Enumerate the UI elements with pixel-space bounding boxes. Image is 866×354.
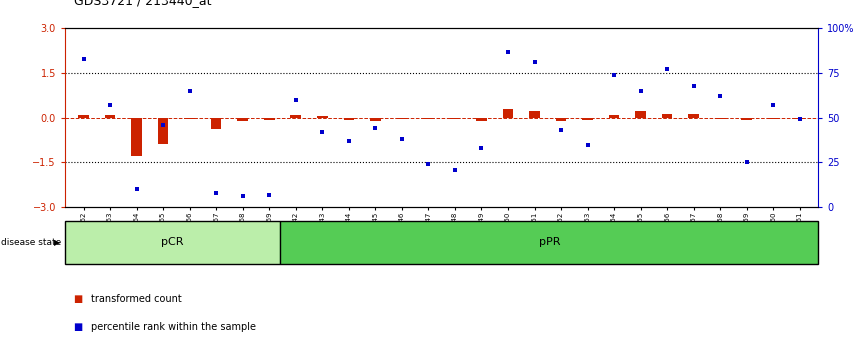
Point — [660, 67, 674, 72]
Point — [183, 88, 197, 94]
Bar — [449, 118, 460, 119]
Text: ■: ■ — [74, 294, 83, 304]
Point — [130, 187, 144, 192]
Point — [607, 72, 621, 78]
Point — [289, 97, 303, 103]
Bar — [662, 114, 673, 118]
Text: percentile rank within the sample: percentile rank within the sample — [91, 322, 256, 332]
Point — [342, 138, 356, 144]
Bar — [105, 115, 115, 118]
Point — [395, 136, 409, 142]
Bar — [794, 118, 805, 119]
Bar — [397, 118, 407, 120]
Point — [262, 192, 276, 198]
Bar — [281, 221, 818, 264]
Point — [103, 102, 117, 108]
Bar — [609, 115, 619, 118]
Bar — [210, 118, 222, 129]
Text: transformed count: transformed count — [91, 294, 182, 304]
Bar — [423, 118, 434, 119]
Bar — [65, 221, 281, 264]
Bar — [237, 118, 248, 121]
Point — [475, 145, 488, 151]
Bar — [264, 118, 275, 120]
Point — [236, 194, 249, 199]
Text: ▶: ▶ — [54, 238, 61, 247]
Bar — [502, 109, 514, 118]
Point — [315, 129, 329, 135]
Bar — [688, 114, 699, 118]
Point — [687, 83, 701, 88]
Point — [422, 161, 436, 167]
Bar — [132, 118, 142, 156]
Point — [714, 93, 727, 99]
Bar — [290, 115, 301, 118]
Bar — [715, 118, 726, 120]
Text: ■: ■ — [74, 322, 83, 332]
Bar — [529, 111, 540, 118]
Bar — [317, 116, 327, 118]
Bar — [370, 118, 381, 121]
Point — [634, 88, 648, 94]
Text: pPR: pPR — [539, 238, 560, 247]
Point — [793, 117, 807, 122]
Bar — [741, 118, 752, 120]
Text: GDS3721 / 213440_at: GDS3721 / 213440_at — [74, 0, 211, 7]
Bar — [768, 118, 779, 119]
Bar — [158, 118, 168, 144]
Text: disease state: disease state — [1, 238, 61, 247]
Point — [527, 59, 541, 65]
Point — [501, 49, 515, 55]
Bar — [476, 118, 487, 121]
Point — [76, 56, 90, 62]
Point — [210, 190, 223, 196]
Bar — [184, 118, 195, 119]
Point — [766, 102, 780, 108]
Point — [740, 160, 753, 165]
Point — [448, 167, 462, 172]
Point — [580, 142, 594, 147]
Point — [156, 122, 170, 128]
Text: pCR: pCR — [161, 238, 184, 247]
Point — [368, 126, 382, 131]
Bar — [78, 115, 89, 118]
Bar — [344, 118, 354, 120]
Bar — [636, 111, 646, 118]
Point — [554, 127, 568, 133]
Bar — [556, 118, 566, 121]
Bar — [582, 118, 593, 120]
